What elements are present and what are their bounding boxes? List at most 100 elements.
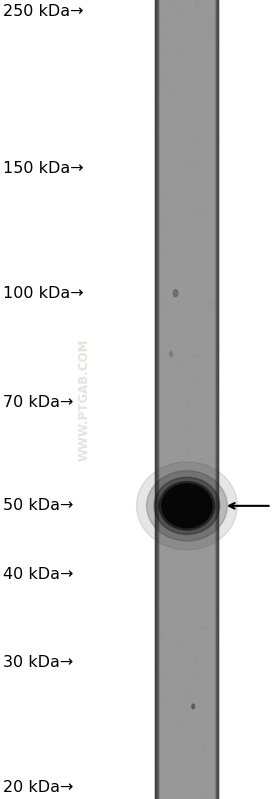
Bar: [158, 91, 159, 93]
Bar: [210, 215, 211, 217]
Bar: [159, 334, 160, 336]
Bar: [208, 627, 209, 630]
Bar: [158, 632, 160, 634]
Bar: [208, 721, 209, 724]
Bar: [197, 519, 198, 521]
Bar: [171, 686, 172, 688]
Bar: [206, 440, 207, 443]
Bar: [186, 656, 187, 658]
Bar: [216, 372, 217, 375]
Bar: [194, 163, 195, 165]
Bar: [209, 416, 210, 419]
Bar: [204, 626, 205, 628]
Bar: [169, 470, 170, 472]
Bar: [203, 360, 204, 363]
Bar: [156, 428, 157, 431]
Bar: [216, 499, 217, 501]
Bar: [167, 116, 168, 118]
Bar: [166, 322, 167, 324]
Bar: [199, 641, 200, 643]
Bar: [175, 76, 176, 78]
Bar: [179, 657, 180, 659]
Bar: [197, 263, 198, 265]
Bar: [171, 157, 172, 159]
Bar: [202, 308, 204, 311]
Bar: [183, 543, 184, 546]
Bar: [211, 292, 212, 294]
Bar: [206, 725, 207, 727]
Bar: [195, 355, 196, 357]
Bar: [186, 411, 187, 413]
Bar: [193, 381, 194, 384]
Bar: [158, 283, 160, 285]
Bar: [209, 302, 210, 304]
Bar: [155, 0, 158, 799]
Bar: [164, 515, 165, 517]
Bar: [214, 783, 215, 785]
Bar: [188, 126, 189, 129]
Bar: [204, 581, 205, 583]
Bar: [164, 545, 165, 547]
Bar: [175, 540, 176, 543]
Bar: [208, 723, 209, 725]
Bar: [172, 761, 173, 763]
Bar: [187, 423, 188, 426]
Bar: [174, 194, 176, 197]
Bar: [203, 746, 204, 749]
Bar: [206, 55, 207, 58]
Bar: [162, 589, 163, 591]
Bar: [161, 757, 162, 759]
Bar: [170, 483, 171, 485]
Bar: [199, 678, 200, 680]
Bar: [197, 470, 198, 472]
Bar: [200, 399, 201, 401]
Bar: [160, 364, 161, 366]
Text: WWW.PTGAB.COM: WWW.PTGAB.COM: [78, 338, 90, 461]
Bar: [182, 439, 183, 441]
Bar: [204, 790, 206, 793]
Bar: [216, 124, 218, 126]
Bar: [155, 141, 157, 143]
Bar: [186, 483, 187, 486]
Bar: [157, 526, 158, 528]
Bar: [199, 322, 200, 324]
Ellipse shape: [162, 484, 212, 528]
Bar: [194, 633, 195, 635]
Bar: [156, 129, 157, 132]
Bar: [192, 761, 193, 764]
Bar: [158, 657, 159, 659]
Bar: [216, 0, 218, 799]
Bar: [206, 757, 207, 760]
Bar: [204, 139, 205, 141]
Bar: [170, 462, 171, 464]
Bar: [155, 0, 158, 799]
Bar: [155, 0, 158, 799]
Bar: [179, 411, 180, 414]
Bar: [202, 113, 203, 115]
Bar: [162, 368, 163, 370]
Bar: [204, 150, 205, 153]
Bar: [177, 756, 178, 758]
Bar: [176, 131, 177, 133]
Bar: [164, 601, 165, 603]
Bar: [197, 679, 198, 682]
Bar: [217, 0, 218, 799]
Bar: [182, 364, 183, 366]
Bar: [161, 662, 162, 665]
Ellipse shape: [159, 482, 214, 530]
Bar: [172, 207, 174, 209]
Bar: [180, 145, 181, 148]
Bar: [181, 750, 183, 753]
Bar: [162, 590, 163, 593]
Bar: [184, 128, 185, 130]
Bar: [204, 233, 206, 236]
Bar: [186, 707, 187, 710]
Bar: [165, 398, 166, 400]
Bar: [207, 116, 209, 118]
Bar: [214, 566, 215, 568]
Bar: [200, 705, 201, 707]
Bar: [157, 323, 158, 325]
Bar: [214, 425, 216, 427]
Bar: [190, 197, 191, 199]
Bar: [211, 6, 213, 9]
